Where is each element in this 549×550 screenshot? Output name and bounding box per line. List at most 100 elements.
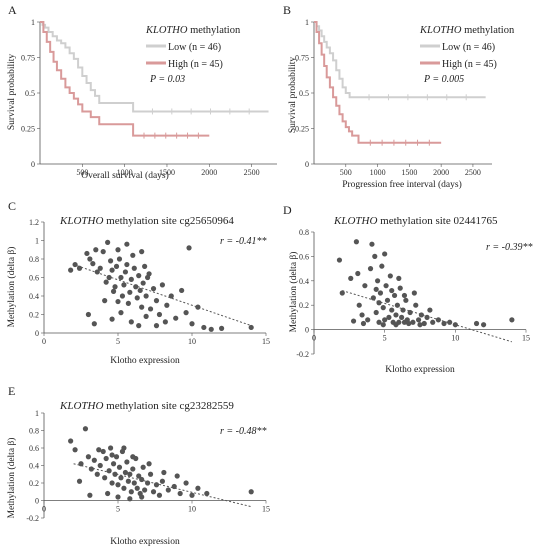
panel-d-point [382,317,388,323]
panel-d-point [421,320,427,327]
panel-e-ylabel: Methylation (delta β) [6,438,17,519]
panel-b-letter: B [283,3,291,17]
panel-e-point [145,480,151,486]
panel-c-point [146,271,152,277]
panel-c-point [130,252,136,258]
panel-c-trendline [73,264,252,327]
panel-e-point [127,496,133,502]
panel-e-ytick-label: 0.6 [29,444,39,453]
panel-e-point [204,490,210,497]
panel-d-point [384,297,391,303]
panel-c-ytick-label: 0 [35,329,39,338]
panel-c-point [116,256,123,262]
panel-d-point [417,322,423,328]
panel-e-ytick-label: 0.4 [29,462,39,471]
panel-a-ylabel: Survival probability [7,54,17,131]
panel-d-point [403,297,409,303]
panel-d-ytick-label: 0.2 [299,301,309,310]
panel-e-point [121,445,127,451]
panel-d-point [356,302,362,308]
panel-d-point [376,300,382,306]
panel-d-point [389,287,395,294]
panel-c-xtick-label: 0 [42,337,46,346]
panel-e-point [183,480,189,486]
panel-d-xlabel: Klotho expression [385,365,455,375]
panel-d-point [372,253,378,259]
panel-d-point [376,319,382,325]
panel-d-point [383,283,389,289]
panel-c-point [91,321,97,327]
panel-c-point [110,288,117,294]
panel-c-xtick-label: 10 [188,337,196,346]
panel-e-point [109,480,115,486]
panel-c-point [115,247,121,253]
panel-e-point [105,490,111,497]
panel-d-point [373,309,379,316]
panel-c-point [143,313,149,319]
panel-c-ytick-label: 0.4 [29,292,39,301]
panel-e-point [248,489,254,495]
panel-e-point [161,469,167,476]
panel-c-point [109,267,115,273]
panel-a-ytick-label: 1 [31,18,35,27]
panel-c-point [93,247,99,253]
panel-c-point [119,293,126,299]
panel-a-legend-title: KLOTHO methylation [145,25,241,36]
panel-c-point [162,319,168,325]
panel-c-point [153,298,160,304]
panel-c-point [85,311,91,318]
panel-c-point [87,256,93,262]
panel-d-point [399,314,405,320]
panel-e-point [127,471,133,477]
panel-d-point [441,320,447,327]
panel-d-point [481,322,487,328]
panel-a-legend-high: High (n = 45) [168,59,223,70]
panel-d-xtick-label: 5 [383,334,387,343]
panel-e-point [121,485,127,491]
panel-c-point [90,261,96,267]
panel-e-point [87,492,93,498]
panel-d-point [370,295,376,301]
panel-c-point [164,302,170,308]
panel-d-point [339,290,345,296]
panel-e-point [128,489,134,495]
panel-c-xtick-label: 5 [116,337,120,346]
panel-c-ytick-label: 0.8 [29,255,39,264]
panel-c-xtick-label: 15 [262,337,270,346]
panel-d-point [360,320,367,327]
panel-d-point [377,290,384,296]
panel-c-xlabel: Klotho expression [110,356,180,366]
panel-c-point [127,289,133,295]
panel-c-point [102,298,108,304]
panel-a-ytick-label: 0.5 [25,89,35,98]
panel-b-legend-title: KLOTHO methylation [419,25,515,36]
panel-e-plot: -0.200.20.40.60.810 5 10 15 [26,409,270,523]
panel-c-point [109,316,115,322]
panel-b-xtick-label: 2000 [433,168,449,177]
panel-e-point [136,473,142,479]
panel-c: C KLOTHO methylation site cg25650964 0 0.… [6,199,270,366]
panel-c-point [150,286,157,292]
panel-d-point [452,322,458,328]
panel-d-point [359,312,365,318]
panel-a-ytick-label: 0 [31,160,35,169]
panel-c-point [97,265,103,271]
panel-d-xtick-label: 0 [312,334,316,343]
panel-e-point [146,461,152,467]
panel-e-point [110,461,117,467]
panel-e-point [106,468,112,474]
panel-c-point [136,273,142,279]
panel-c-point [124,261,130,268]
panel-e-point [82,426,89,432]
panel-b-ytick-label: 0.5 [299,89,309,98]
panel-c-point [139,304,145,310]
panel-e-point [68,438,74,444]
panel-b-xtick-label: 500 [340,168,352,177]
panel-e-point [102,475,108,481]
panel-d-point [365,317,371,323]
panel-e-point [115,482,121,488]
panel-c-plot: 0 0.2 0.4 0.6 0.8 1 1.2 0 5 10 15 [29,218,270,346]
